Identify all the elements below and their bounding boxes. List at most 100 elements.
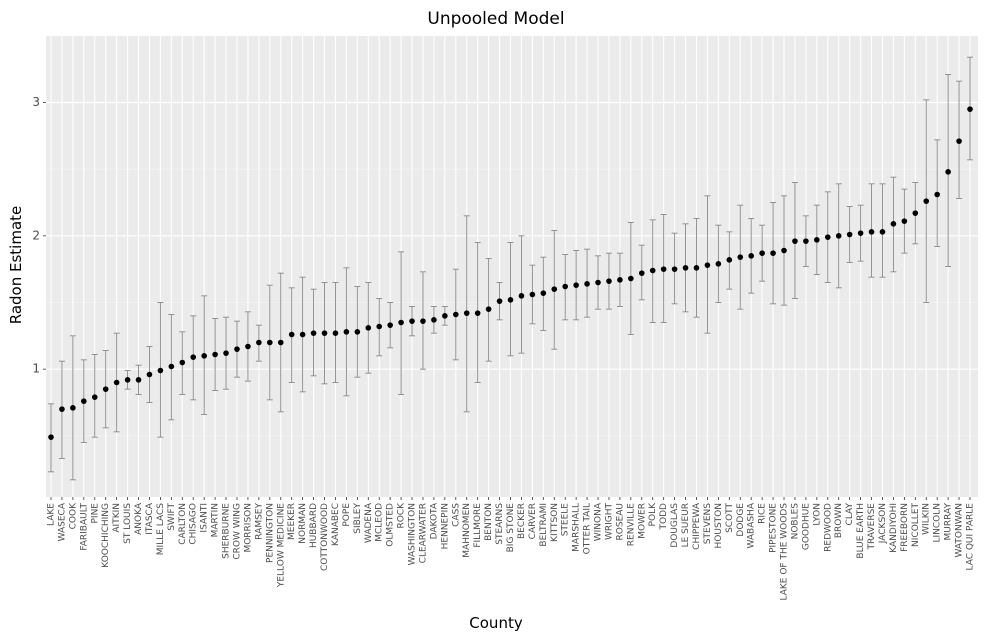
x-tick-label: LAKE OF THE WOODS	[780, 503, 790, 601]
x-tick-label: JACKSON	[878, 503, 888, 544]
data-point	[649, 267, 656, 274]
data-point	[135, 377, 142, 383]
data-point	[573, 282, 579, 288]
x-tick-label: TRAVERSE	[867, 503, 877, 551]
x-tick-label: REDWOOD	[823, 503, 833, 552]
y-tick-label: 1	[32, 362, 40, 376]
data-point	[814, 237, 820, 243]
x-tick-label: LAC QUI PARLE	[966, 503, 976, 571]
x-tick-label: HENNEPIN	[440, 503, 450, 549]
x-tick-label: FARIBAULT	[79, 503, 89, 551]
x-tick-label: SIBLEY	[353, 503, 363, 534]
x-tick-label: WASECA	[57, 502, 67, 541]
data-points	[48, 106, 973, 440]
data-point	[868, 229, 875, 235]
x-tick-label: ANOKA	[134, 502, 144, 535]
x-tick-label: STEELE	[561, 503, 571, 537]
data-point	[376, 323, 383, 330]
data-point	[770, 250, 776, 256]
data-point	[507, 297, 514, 303]
data-point	[113, 379, 120, 386]
x-tick-label: DAKOTA	[429, 502, 439, 539]
data-point	[759, 250, 765, 256]
data-point	[245, 343, 251, 350]
x-tick-label: WABASHA	[747, 502, 757, 548]
x-tick-label: MARSHALL	[572, 503, 582, 552]
data-point	[343, 329, 350, 335]
x-tick-label: RAMSEY	[254, 503, 264, 540]
x-tick-label: WASHINGTON	[408, 503, 418, 565]
x-tick-label: KITTSON	[550, 503, 560, 542]
y-axis-ticks: 1 2 3	[32, 95, 46, 376]
x-tick-label: TODD	[659, 503, 669, 531]
data-point	[387, 322, 393, 328]
x-tick-label: ROSEAU	[615, 503, 625, 540]
data-point	[945, 169, 951, 175]
x-tick-label: KANDIYOHI	[889, 503, 899, 553]
data-point	[310, 330, 317, 336]
x-tick-label: GOODHUE	[801, 503, 811, 550]
x-tick-label: DODGE	[736, 503, 746, 537]
data-point	[59, 406, 65, 412]
data-point	[496, 298, 503, 304]
data-point	[682, 265, 689, 271]
x-tick-label: BROWN	[834, 503, 844, 538]
x-tick-label: WRIGHT	[604, 502, 614, 540]
data-point	[737, 254, 744, 260]
data-point	[102, 386, 109, 392]
data-point	[912, 210, 919, 216]
data-point	[660, 266, 667, 272]
x-tick-label: LINCOLN	[933, 503, 943, 543]
x-tick-label: YELLOW MEDICINE	[276, 503, 286, 588]
data-point	[803, 238, 809, 244]
x-tick-label: KANABEC	[331, 503, 341, 546]
data-point	[781, 247, 787, 254]
x-tick-label: POLK	[648, 502, 658, 527]
data-point	[617, 277, 623, 283]
x-tick-label: SHERBURNE	[222, 503, 232, 559]
data-point	[168, 363, 175, 370]
x-tick-label: WADENA	[364, 502, 374, 543]
x-tick-label: MARTIN	[211, 503, 221, 537]
y-tick-label: 3	[32, 95, 40, 109]
x-tick-label: BECKER	[517, 503, 527, 539]
data-point	[201, 353, 207, 359]
x-tick-label: MAHNOMEN	[462, 503, 472, 558]
y-tick-label: 2	[32, 228, 40, 242]
data-point	[671, 266, 678, 272]
x-tick-label: WILKIN	[922, 503, 932, 535]
data-point	[518, 293, 525, 299]
data-point	[890, 221, 897, 227]
data-point	[179, 359, 186, 366]
y-axis-title: Radon Estimate	[7, 206, 25, 325]
x-tick-label: MILLE LACS	[156, 503, 166, 555]
data-point	[956, 138, 962, 144]
x-tick-label: STEARNS	[495, 503, 505, 545]
x-tick-label: HUBBARD	[309, 503, 319, 548]
data-point	[726, 257, 733, 263]
x-tick-label: RENVILLE	[626, 503, 636, 547]
x-tick-label: STEVENS	[703, 503, 713, 544]
x-tick-label: ISANTI	[200, 503, 210, 533]
data-point	[256, 339, 262, 346]
x-tick-label: RICE	[758, 503, 768, 524]
x-tick-label: OTTER TAIL	[583, 503, 593, 554]
data-point	[267, 339, 273, 346]
x-tick-label: AITKIN	[112, 503, 122, 533]
x-tick-label: MEEKER	[287, 503, 297, 540]
x-tick-label: CARLTON	[178, 503, 188, 545]
data-point	[81, 398, 87, 404]
x-tick-label: ROCK	[397, 502, 407, 529]
data-point	[835, 233, 842, 239]
data-point	[431, 317, 437, 323]
x-tick-label: CHISAGO	[189, 503, 199, 545]
x-tick-label: HOUSTON	[714, 503, 724, 548]
data-point	[463, 310, 470, 316]
data-point	[452, 311, 459, 318]
x-tick-label: NICOLLET	[911, 502, 921, 546]
data-point	[693, 265, 700, 271]
data-point	[420, 318, 426, 324]
x-tick-label: BELTRAMI	[539, 503, 549, 547]
plot-panel	[46, 36, 978, 497]
